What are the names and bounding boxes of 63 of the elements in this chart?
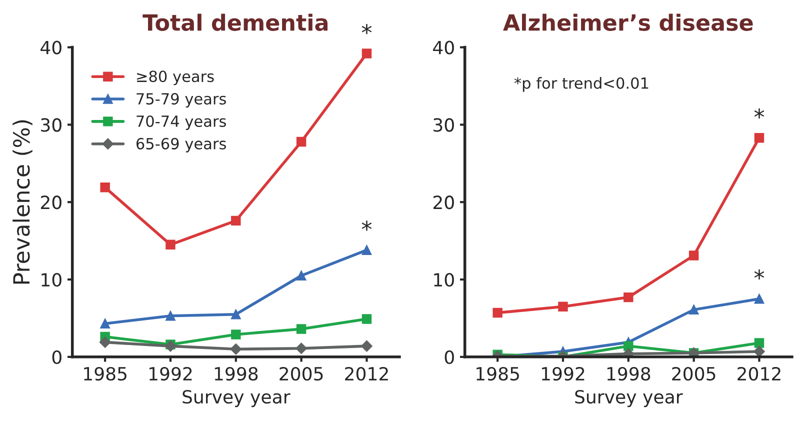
point xyxy=(231,330,241,340)
point xyxy=(166,240,176,250)
legend-label: 70-74 years xyxy=(136,115,226,130)
y-tick-label: 30 xyxy=(434,118,454,132)
x-tick-label: 2012 xyxy=(738,366,780,381)
y-tick-label: 0 xyxy=(52,350,62,364)
point xyxy=(754,294,764,304)
annotation: * xyxy=(754,269,764,280)
point xyxy=(754,132,764,143)
x-tick-label: 1992 xyxy=(542,366,584,381)
point xyxy=(230,344,242,355)
x-axis-title: Survey year xyxy=(575,390,683,408)
x-axis-title: Survey year xyxy=(182,390,290,408)
x-tick-label: 1992 xyxy=(149,366,192,381)
point xyxy=(231,309,241,320)
y-tick-label: 10 xyxy=(42,272,62,287)
point xyxy=(296,136,306,147)
y-tick-label: 20 xyxy=(40,196,62,210)
x-tick-label: 2012 xyxy=(345,366,388,381)
annotation: * xyxy=(754,108,764,119)
point xyxy=(164,340,176,352)
point xyxy=(361,340,372,352)
point xyxy=(166,311,176,321)
x-tick-label: 1985 xyxy=(84,366,126,381)
legend-label: ≥80 years xyxy=(137,70,214,86)
point xyxy=(100,182,110,192)
point xyxy=(492,308,502,318)
point xyxy=(362,48,372,58)
y-axis-title: Prevalence (%) xyxy=(12,120,32,284)
y-tick-label: 40 xyxy=(40,40,62,54)
point xyxy=(624,341,634,351)
y-tick-label: 10 xyxy=(434,272,454,287)
point xyxy=(362,314,372,324)
y-tick-label: 20 xyxy=(433,196,454,210)
legend-label: 75-79 years xyxy=(136,93,226,108)
point xyxy=(754,338,764,348)
point xyxy=(362,245,372,255)
point xyxy=(622,348,634,357)
point xyxy=(754,346,765,357)
point xyxy=(99,336,111,348)
x-tick-label: 1985 xyxy=(476,366,519,381)
chart-title: Total dementia xyxy=(142,14,328,31)
y-tick-label: 40 xyxy=(433,40,454,54)
x-tick-label: 1998 xyxy=(214,366,258,381)
point xyxy=(296,342,307,354)
x-tick-label: 2005 xyxy=(280,366,323,381)
y-tick-label: 0 xyxy=(444,350,454,364)
point xyxy=(231,216,241,226)
point xyxy=(688,250,699,260)
point xyxy=(100,318,110,328)
y-tick-label: 30 xyxy=(41,118,62,132)
annotation: *p for trend<0.01 xyxy=(514,77,648,92)
point xyxy=(624,292,634,302)
point xyxy=(296,324,306,334)
point xyxy=(688,304,699,315)
point xyxy=(296,270,306,280)
legend-label: 65-69 years xyxy=(136,138,226,152)
annotation: * xyxy=(362,220,372,231)
point xyxy=(558,302,568,312)
annotation: * xyxy=(362,24,372,34)
chart-title: Alzheimer’s disease xyxy=(503,14,753,31)
x-tick-label: 1998 xyxy=(607,366,650,381)
x-tick-label: 2005 xyxy=(672,366,716,381)
